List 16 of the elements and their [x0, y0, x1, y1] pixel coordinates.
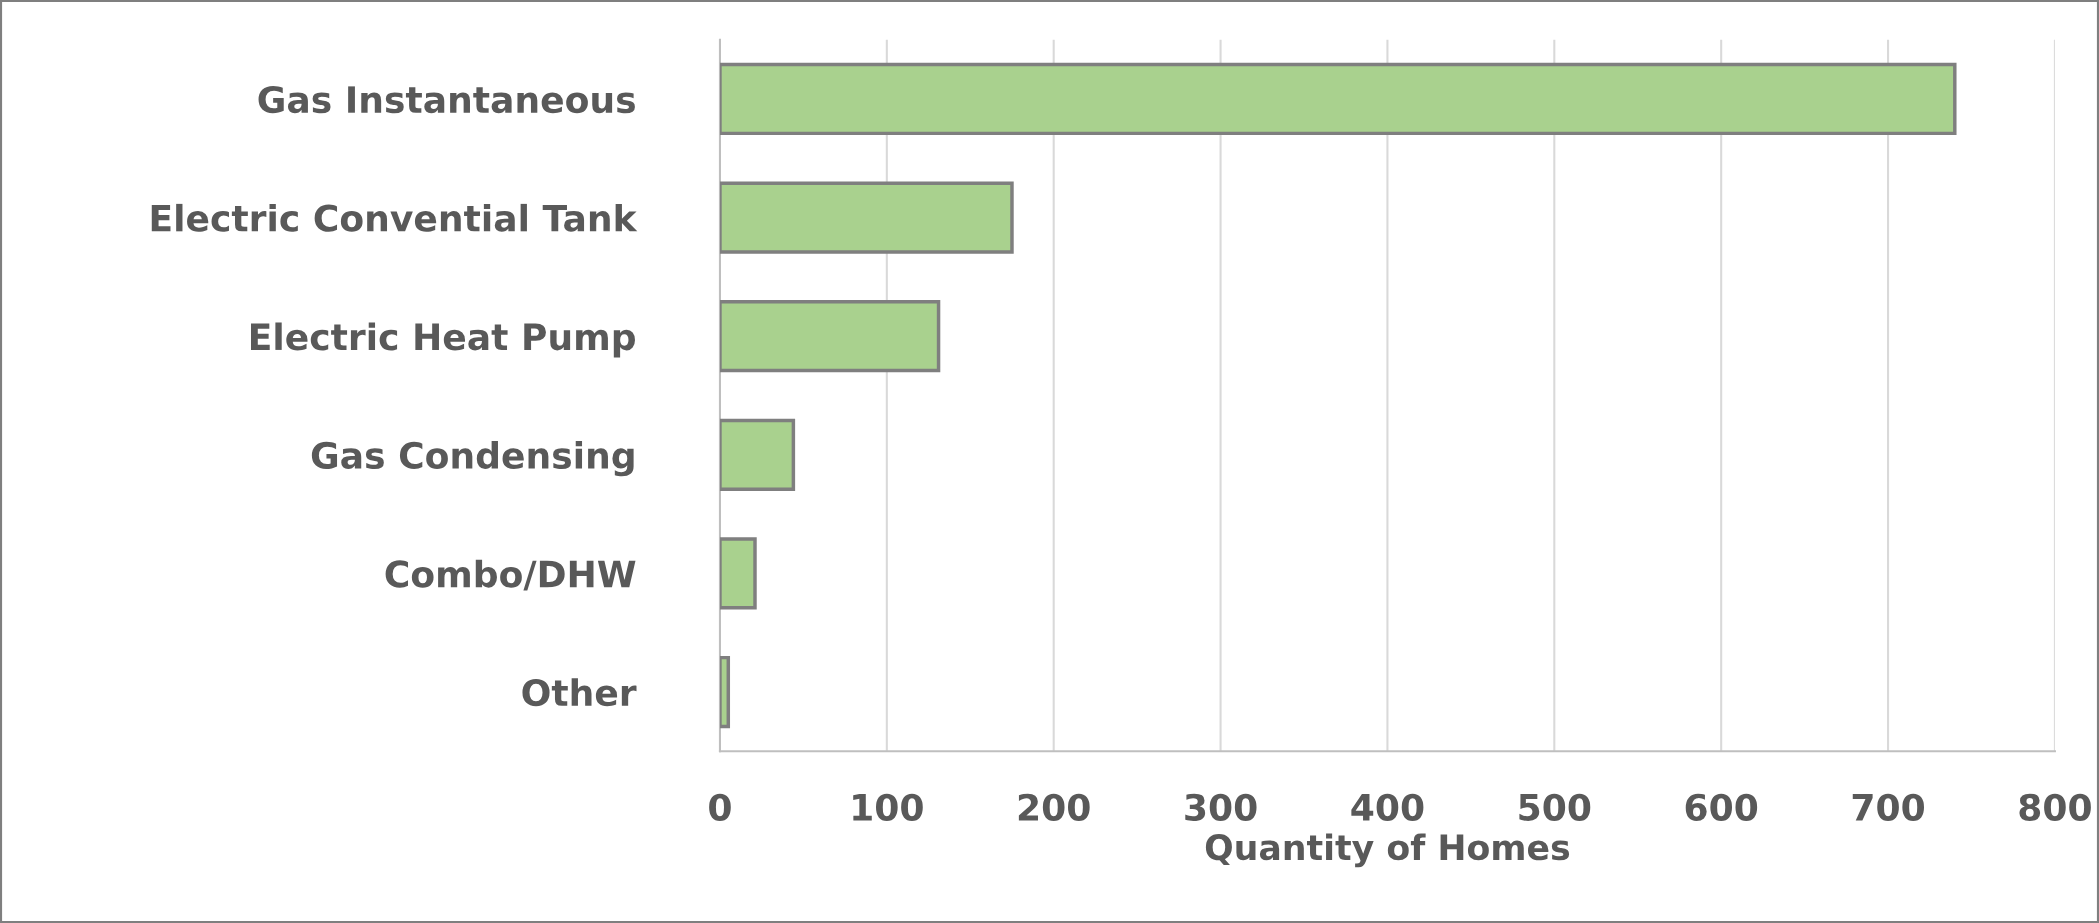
y-tick-label: Other: [522, 678, 637, 707]
x-tick-label: 400: [1351, 793, 1424, 821]
x-tick-label: 500: [1519, 793, 1591, 821]
y-tick-label: Electric Convential Tank: [151, 203, 638, 232]
x-tick-label: 800: [2019, 793, 2091, 821]
y-tick-label: Gas Instantaneous: [258, 85, 635, 114]
x-axis-title: Quantity of Homes: [1205, 833, 1570, 868]
x-tick-label: 0: [709, 793, 731, 821]
x-tick-label: 300: [1185, 793, 1257, 821]
x-tick-label: 200: [1018, 793, 1090, 821]
y-tick-label: Combo/DHW: [385, 559, 636, 591]
x-tick-label: 600: [1685, 793, 1758, 821]
x-tick-label: 700: [1852, 793, 1925, 821]
y-tick-label: Gas Condensing: [311, 441, 634, 477]
y-tick-label: Electric Heat Pump: [251, 322, 635, 358]
x-tick-label: 100: [853, 793, 923, 821]
